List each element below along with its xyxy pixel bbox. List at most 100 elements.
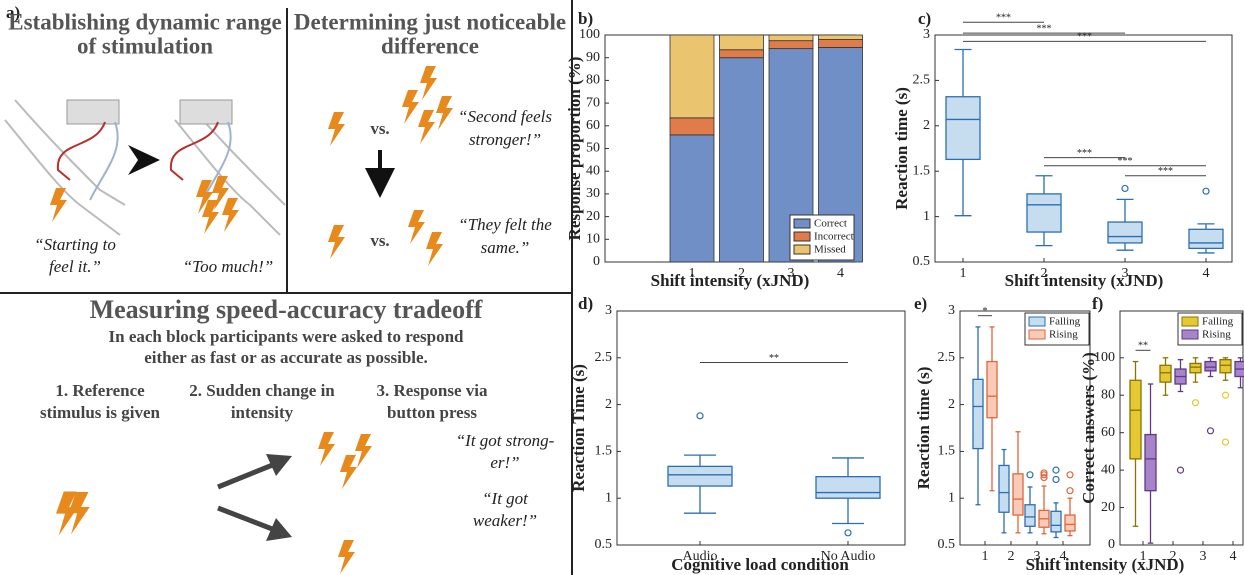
legend-swatch [793,218,811,229]
y-axis-label: Reaction time (s) [892,87,911,210]
legend-swatch [1028,329,1046,340]
significance-label: * [983,306,988,317]
outlier [1221,438,1230,446]
significance-label: *** [1077,32,1092,43]
vs-label: vs. [370,119,389,138]
panel-label: a) [6,3,20,22]
panel-label: d) [578,294,593,313]
y-tick-label: 80 [1101,387,1115,402]
bar-segment [719,57,764,263]
outlier [1221,391,1230,399]
step: intensity [231,403,294,422]
y-axis-label: Response proportion (%) [565,57,584,241]
box [1026,193,1062,233]
significance-label: *** [1077,148,1092,159]
legend-swatch [793,244,811,255]
significance-label: *** [1158,166,1173,177]
panel-label: b) [578,9,593,28]
bar-segment [768,34,814,42]
plot-frame [616,310,906,546]
box [667,465,733,487]
y-tick-label: 40 [586,163,600,178]
box [1050,510,1062,533]
box [815,476,881,499]
x-axis-label: Shift intensity (xJND) [651,271,810,290]
plot-frame [1119,310,1244,546]
box [945,96,981,161]
y-tick-label: 60 [1101,425,1115,440]
y-tick-label: 2.5 [913,73,931,88]
y-axis-label: Reaction Time (s) [569,364,588,492]
bar-segment [669,117,715,136]
significance-label: *** [1037,23,1052,34]
box [1219,359,1232,374]
box [1189,362,1202,374]
bar-segment [818,39,863,48]
y-tick-label: 70 [586,95,600,110]
section-title: difference [381,33,479,58]
legend-swatch [1181,329,1199,340]
outlier [1040,469,1048,477]
box [1159,364,1172,383]
legend-swatch [1181,316,1199,327]
subtitle: either as fast or as accurate as possibl… [144,348,428,367]
y-tick-label: 40 [1101,462,1115,477]
box [1188,228,1224,250]
legend-label: Incorrect [814,231,854,243]
outlier [1066,471,1074,479]
chart: f) 0 20 40 60 80 100 1 2 3 4 Correct answers (%) ** F… [1079,294,1244,564]
y-tick-label: 60 [586,118,600,133]
x-tick-label: Audio [683,549,718,564]
chart: b) 0 10 20 30 40 50 60 70 80 90 100 1 2 3 4 Response pro… [565,9,863,290]
section-title: Measuring speed-accuracy tradeoff [90,295,483,324]
x-tick-label: 1 [982,549,989,564]
x-axis-label: Cognitive load condition [671,555,849,574]
significance-label: *** [996,13,1011,24]
y-tick-label: 3 [948,303,955,318]
y-tick-label: 80 [586,73,600,88]
section-title: of stimulation [77,33,213,58]
x-axis-label: Shift intensity (xJND) [1026,555,1185,574]
outlier [1052,475,1060,484]
box [998,464,1010,513]
subtitle: In each block participants were asked to… [109,327,465,346]
quote: er!” [490,453,519,472]
box [1144,433,1157,492]
bar-segment [719,49,764,59]
quote: same.” [481,238,530,257]
quote: “They felt the [458,215,552,234]
legend-swatch [1028,316,1046,327]
y-tick-label: 1.5 [938,444,956,459]
x-tick-label: 2 [1008,549,1015,564]
box [986,360,998,419]
outlier [696,412,704,420]
x-axis-label: Shift intensity (xJND) [1005,271,1164,290]
legend-label: Falling [1202,316,1234,328]
quote: “It got [482,489,529,508]
plot-frame [959,310,1091,546]
bar-segment [669,134,715,263]
outlier [1052,466,1060,474]
x-tick-label: 4 [1230,549,1237,564]
outlier [1202,187,1210,195]
bar-segment [669,34,715,119]
bar-segment [719,34,764,51]
chart: e) 0.5 1 1.5 2 2.5 3 1 2 3 4 Reaction time (s) Shift… [914,294,1184,574]
legend-label: Correct [814,218,847,230]
quote: “It got strong- [456,431,555,450]
chart: c) 0.5 1 1.5 2 2.5 3 1 2 3 4 Reaction time (s) Shift… [892,9,1233,290]
y-tick-label: 1 [948,490,955,505]
y-tick-label: 1 [923,209,930,224]
y-tick-label: 100 [1094,350,1115,365]
panel-a-graphics [0,0,573,575]
panel-label: e) [914,294,927,313]
step: 1. Reference [55,381,145,400]
y-tick-label: 90 [586,50,600,65]
x-tick-label: 3 [788,266,795,281]
section-title: Determining just noticeable [294,9,566,34]
y-tick-label: 3 [923,27,930,42]
y-tick-label: 2 [605,397,612,412]
